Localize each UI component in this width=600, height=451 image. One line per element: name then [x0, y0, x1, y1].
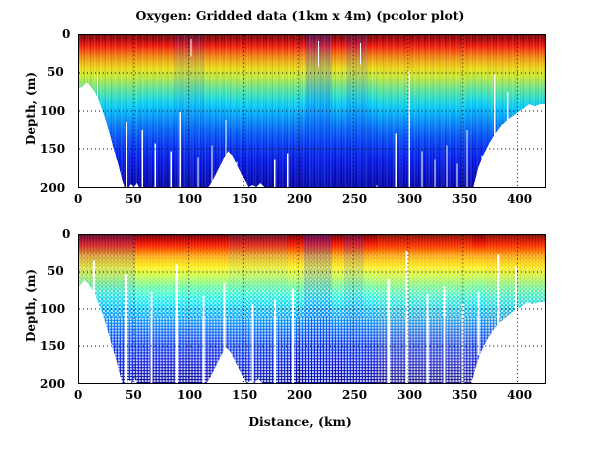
xtick-gridded-350: 350 [452, 192, 478, 206]
ytick-scatter-0: 0 [62, 227, 71, 241]
xtick-scatter-300: 300 [397, 388, 423, 402]
xtick-scatter-50: 50 [125, 388, 142, 402]
xtick-scatter-0: 0 [74, 388, 83, 402]
xtick-gridded-200: 200 [287, 192, 313, 206]
ylabel-scatter: Depth, (m) [24, 268, 38, 342]
xlabel: Distance, (km) [248, 414, 352, 429]
xtick-gridded-300: 300 [397, 192, 423, 206]
xtick-gridded-50: 50 [125, 192, 142, 206]
ytick-scatter-200: 200 [40, 377, 66, 391]
pcolor-surface [79, 35, 545, 187]
scatter-surface [79, 235, 545, 383]
xtick-gridded-0: 0 [74, 192, 83, 206]
panel-gridded-title: Oxygen: Gridded data (1km x 4m) (pcolor … [135, 8, 465, 23]
xtick-gridded-400: 400 [507, 192, 533, 206]
ytick-gridded-150: 150 [40, 142, 66, 156]
ytick-gridded-50: 50 [47, 65, 64, 79]
panel-gridded: Oxygen: Gridded data (1km x 4m) (pcolor … [0, 0, 600, 220]
ytick-scatter-50: 50 [47, 264, 64, 278]
panel-scatter: Oxygen: Full data set (scatter plot, eve… [0, 216, 600, 451]
ytick-scatter-100: 100 [40, 302, 66, 316]
xtick-scatter-400: 400 [507, 388, 533, 402]
xtick-scatter-150: 150 [232, 388, 258, 402]
ytick-scatter-150: 150 [40, 339, 66, 353]
ytick-gridded-100: 100 [40, 104, 66, 118]
ytick-gridded-200: 200 [40, 181, 66, 195]
axes-scatter [78, 234, 546, 384]
axes-gridded [78, 34, 546, 188]
xtick-scatter-200: 200 [287, 388, 313, 402]
xtick-gridded-100: 100 [177, 192, 203, 206]
ytick-gridded-0: 0 [62, 27, 71, 41]
xtick-scatter-100: 100 [177, 388, 203, 402]
xtick-gridded-150: 150 [232, 192, 258, 206]
xtick-scatter-350: 350 [452, 388, 478, 402]
ylabel-gridded: Depth, (m) [24, 71, 38, 145]
xtick-gridded-250: 250 [342, 192, 368, 206]
xtick-scatter-250: 250 [342, 388, 368, 402]
